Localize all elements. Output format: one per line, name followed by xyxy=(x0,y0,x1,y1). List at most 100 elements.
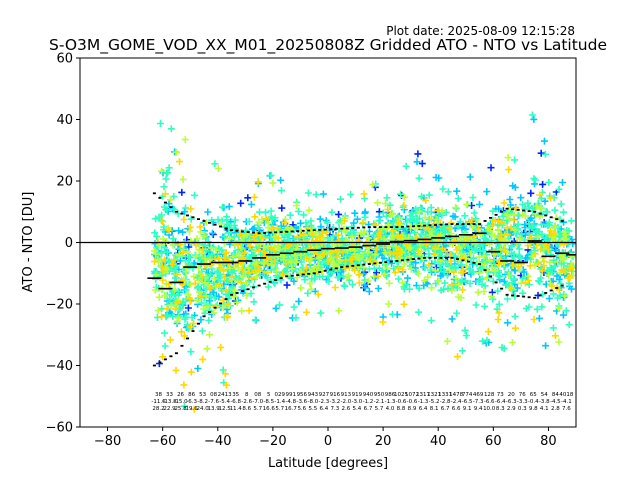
count-label: 5.7 xyxy=(375,406,384,412)
x-tick-label: 60 xyxy=(485,434,502,449)
x-tick-label: −20 xyxy=(259,434,286,449)
count-label: -4.8 xyxy=(285,399,296,405)
count-label: 1025 xyxy=(394,392,408,398)
count-label: -1.3 xyxy=(385,399,396,405)
count-label: -2.3 xyxy=(318,399,329,405)
y-tick-label: 60 xyxy=(56,52,73,67)
count-label: 28.2 xyxy=(152,406,164,412)
count-label: -6.4 xyxy=(495,399,506,405)
count-label: -1.3 xyxy=(418,399,429,405)
count-label: 2413 xyxy=(218,392,232,398)
count-label: -2.6 xyxy=(241,399,252,405)
count-label: -4.1 xyxy=(561,399,572,405)
y-axis: −60 −40 −20 0 20 40 60 xyxy=(46,52,80,436)
count-label: 33 xyxy=(166,392,173,398)
count-label: 84 xyxy=(552,392,559,398)
count-label: 0.3 xyxy=(518,406,527,412)
count-label: -8.2 xyxy=(197,399,208,405)
count-label: -11.6 xyxy=(151,399,166,405)
count-label: -0.6 xyxy=(396,399,407,405)
count-label: 8 xyxy=(245,392,249,398)
count-label: -3.0 xyxy=(352,399,363,405)
count-label: 919 xyxy=(352,392,363,398)
count-label: -3.2 xyxy=(330,399,341,405)
count-label: 7.6 xyxy=(562,406,571,412)
count-label: 6.6 xyxy=(452,406,461,412)
count-label: 65 xyxy=(530,392,537,398)
count-label: 128 xyxy=(484,392,495,398)
count-label: 13.9 xyxy=(208,406,221,412)
count-label: 943 xyxy=(308,392,319,398)
count-label: 6.7 xyxy=(441,406,450,412)
count-label: -1.2 xyxy=(363,399,374,405)
count-labels: 38-11.628.233-13.822.926-15.025.886-6.31… xyxy=(151,392,573,412)
count-label: -0.4 xyxy=(528,399,539,405)
count-label: 08 xyxy=(210,392,217,398)
count-label: 26 xyxy=(177,392,184,398)
count-label: 916 xyxy=(330,392,341,398)
count-label: -8.5 xyxy=(263,399,274,405)
count-label: -0.6 xyxy=(407,399,418,405)
count-label: 1331 xyxy=(438,392,452,398)
y-tick-label: −60 xyxy=(46,421,73,436)
y-tick-label: 20 xyxy=(56,175,73,190)
overlay-layer xyxy=(80,192,576,367)
count-label: 38 xyxy=(155,392,162,398)
count-label: 25.8 xyxy=(174,406,187,412)
count-label: -6.3 xyxy=(506,399,517,405)
count-label: 1317 xyxy=(416,392,430,398)
plot-date-label: Plot date: 2025-08-09 12:15:28 xyxy=(386,24,575,38)
count-label: -3.8 xyxy=(539,399,550,405)
count-label: -6.5 xyxy=(462,399,473,405)
count-label: 5.7 xyxy=(275,406,284,412)
count-label: 35 xyxy=(232,392,239,398)
count-label: 9.1 xyxy=(463,406,472,412)
x-tick-label: −60 xyxy=(149,434,176,449)
y-tick-label: 40 xyxy=(56,113,73,128)
count-label: 4018 xyxy=(559,392,573,398)
count-label: 940 xyxy=(363,392,374,398)
x-tick-label: 40 xyxy=(430,434,447,449)
count-label: 991 xyxy=(286,392,297,398)
count-label: 1072 xyxy=(405,392,419,398)
count-label: -5.4 xyxy=(219,399,230,405)
count-label: -2.1 xyxy=(374,399,385,405)
count-label: 1321 xyxy=(427,392,441,398)
count-label: 6.4 xyxy=(419,406,428,412)
count-label: 029 xyxy=(275,392,286,398)
count-label: 6.7 xyxy=(364,406,373,412)
count-label: 10.0 xyxy=(483,406,496,412)
count-label: 16.7 xyxy=(285,406,298,412)
count-label: 913 xyxy=(341,392,352,398)
count-label: 86 xyxy=(188,392,195,398)
count-label: -7.3 xyxy=(473,399,484,405)
count-label: 11.4 xyxy=(230,406,243,412)
chart-title: S-O3M_GOME_VOD_XX_M01_20250808Z Gridded … xyxy=(49,36,607,55)
count-label: -6.3 xyxy=(186,399,197,405)
count-label: 950 xyxy=(374,392,385,398)
count-label: -5.2 xyxy=(429,399,440,405)
count-label: 19.6 xyxy=(185,406,198,412)
count-label: -2.0 xyxy=(341,399,352,405)
y-axis-label: ATO - NTO [DU] xyxy=(21,192,36,293)
x-axis-label: Latitude [degrees] xyxy=(268,456,388,471)
count-label: 16.6 xyxy=(263,406,276,412)
count-label: 9.4 xyxy=(474,406,483,412)
count-label: 8.6 xyxy=(242,406,251,412)
count-label: 24.0 xyxy=(196,406,209,412)
x-tick-label: 80 xyxy=(540,434,557,449)
count-label: -7.0 xyxy=(252,399,263,405)
count-label: 986 xyxy=(385,392,396,398)
y-tick-label: 0 xyxy=(65,236,73,251)
count-label: 4.0 xyxy=(386,406,395,412)
count-label: -2.4 xyxy=(451,399,462,405)
x-tick-label: 0 xyxy=(324,434,332,449)
count-label: 54 xyxy=(541,392,548,398)
count-label: -7.6 xyxy=(208,399,219,405)
count-label: -6.6 xyxy=(484,399,495,405)
count-label: -6.8 xyxy=(230,399,241,405)
count-label: -15.0 xyxy=(173,399,188,405)
x-tick-label: −80 xyxy=(94,434,121,449)
count-label: -2.8 xyxy=(440,399,451,405)
count-label: 8.8 xyxy=(397,406,406,412)
